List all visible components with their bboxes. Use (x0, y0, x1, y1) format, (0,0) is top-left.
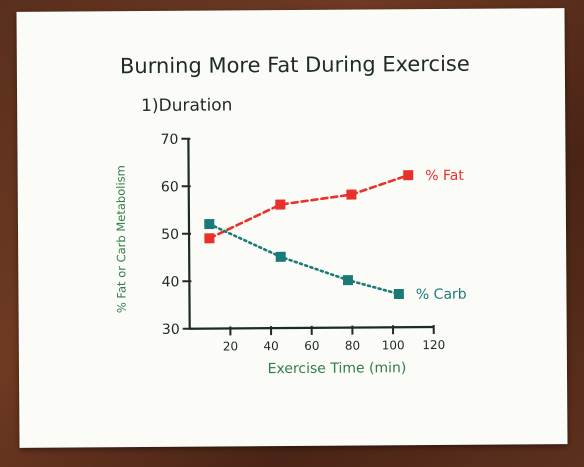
data-point (204, 233, 215, 244)
y-tick-label: 70 (160, 132, 178, 148)
x-tick-label: 80 (345, 339, 360, 353)
chart-title: Burning More Fat During Exercise (120, 52, 470, 78)
data-point (275, 251, 286, 262)
y-tick-label: 50 (161, 227, 179, 243)
paper-sheet: Burning More Fat During Exercise 1)Durat… (16, 8, 568, 448)
x-tick-label: 100 (382, 338, 405, 352)
y-tick-label: 60 (161, 179, 179, 195)
x-tick-label: 60 (304, 339, 319, 353)
y-tick-label: 30 (162, 322, 180, 338)
line-chart: Burning More Fat During Exercise 1)Durat… (114, 52, 470, 377)
data-point (275, 199, 286, 210)
data-point (403, 170, 414, 181)
y-axis-label: % Fat or Carb Metabolism (114, 165, 129, 313)
x-tick-label: 20 (223, 339, 238, 353)
series-line-1 (208, 222, 401, 296)
y-ticks: 30 40 50 60 70 (160, 132, 192, 338)
data-point (204, 219, 215, 230)
x-tick-label: 120 (422, 338, 445, 352)
series-label: % Carb (416, 287, 467, 303)
x-axis-label: Exercise Time (min) (268, 360, 407, 377)
chart-subtitle: 1)Duration (141, 95, 232, 116)
x-ticks: 20 40 60 80 100 120 (223, 325, 445, 353)
data-point (346, 189, 357, 200)
series-layer: % Fat % Carb (204, 168, 467, 303)
data-point (393, 288, 404, 300)
series-label: % Fat (425, 168, 464, 184)
x-tick-label: 40 (263, 339, 278, 353)
series-line-0 (208, 173, 410, 240)
data-point (342, 275, 353, 286)
y-tick-label: 40 (161, 274, 179, 290)
